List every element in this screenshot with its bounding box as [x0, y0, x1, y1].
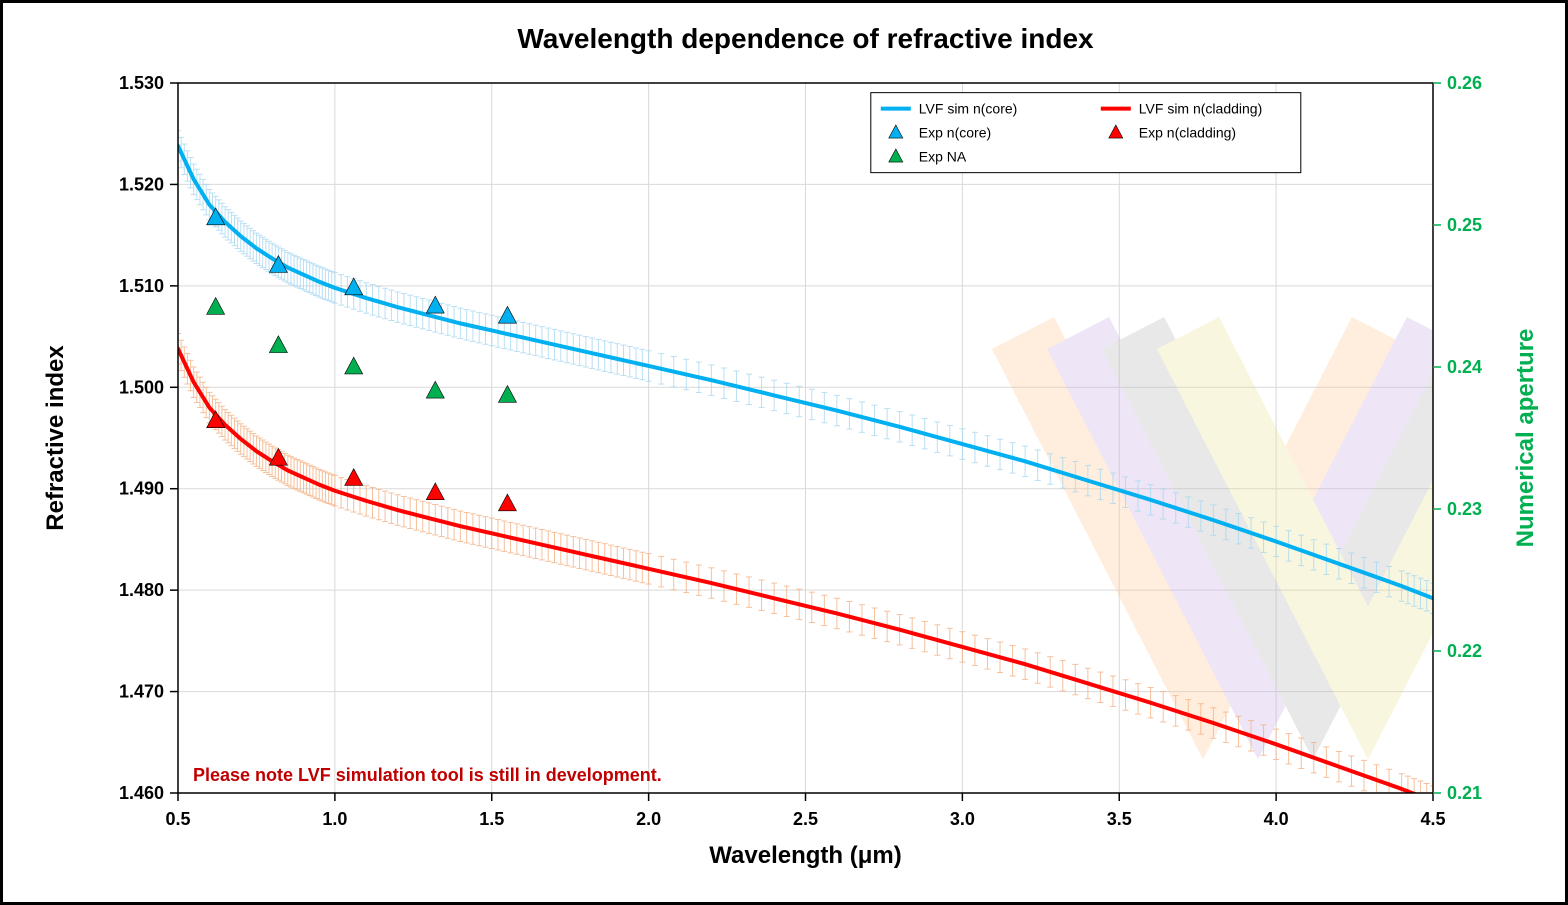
svg-text:Numerical aperture: Numerical aperture	[1512, 329, 1539, 548]
svg-text:Wavelength (μm): Wavelength (μm)	[709, 842, 901, 869]
svg-text:1.5: 1.5	[479, 809, 504, 829]
svg-text:Refractive index: Refractive index	[42, 345, 69, 531]
svg-text:Exp n(core): Exp n(core)	[919, 125, 991, 141]
svg-text:0.23: 0.23	[1447, 499, 1482, 519]
svg-text:0.24: 0.24	[1447, 357, 1482, 377]
svg-text:3.5: 3.5	[1107, 809, 1132, 829]
svg-text:LVF sim n(cladding): LVF sim n(cladding)	[1139, 101, 1262, 117]
svg-text:Please note LVF simulation too: Please note LVF simulation tool is still…	[193, 765, 662, 785]
svg-text:0.25: 0.25	[1447, 215, 1482, 235]
chart-svg: 0.5 1.0 1.5 2.0 2.5 3.0 3.5 4.0 4.5 1.460 1.470 1.4…	[3, 3, 1565, 902]
svg-text:1.500: 1.500	[119, 377, 164, 397]
svg-text:0.5: 0.5	[165, 809, 190, 829]
svg-text:Wavelength dependence of refra: Wavelength dependence of refractive inde…	[517, 23, 1094, 54]
svg-text:1.520: 1.520	[119, 174, 164, 194]
svg-text:Exp NA: Exp NA	[919, 149, 967, 165]
svg-text:0.26: 0.26	[1447, 73, 1482, 93]
svg-text:Exp n(cladding): Exp n(cladding)	[1139, 125, 1236, 141]
chart-container: 0.5 1.0 1.5 2.0 2.5 3.0 3.5 4.0 4.5 1.460 1.470 1.4…	[0, 0, 1568, 905]
svg-text:1.510: 1.510	[119, 276, 164, 296]
svg-text:1.480: 1.480	[119, 580, 164, 600]
svg-text:1.530: 1.530	[119, 73, 164, 93]
svg-text:2.5: 2.5	[793, 809, 818, 829]
svg-text:4.0: 4.0	[1264, 809, 1289, 829]
svg-text:2.0: 2.0	[636, 809, 661, 829]
svg-text:1.0: 1.0	[322, 809, 347, 829]
svg-text:0.22: 0.22	[1447, 641, 1482, 661]
svg-text:LVF sim n(core): LVF sim n(core)	[919, 101, 1018, 117]
svg-text:4.5: 4.5	[1420, 809, 1445, 829]
svg-text:1.460: 1.460	[119, 783, 164, 803]
svg-text:1.470: 1.470	[119, 682, 164, 702]
svg-text:3.0: 3.0	[950, 809, 975, 829]
svg-text:0.21: 0.21	[1447, 783, 1482, 803]
svg-text:1.490: 1.490	[119, 479, 164, 499]
